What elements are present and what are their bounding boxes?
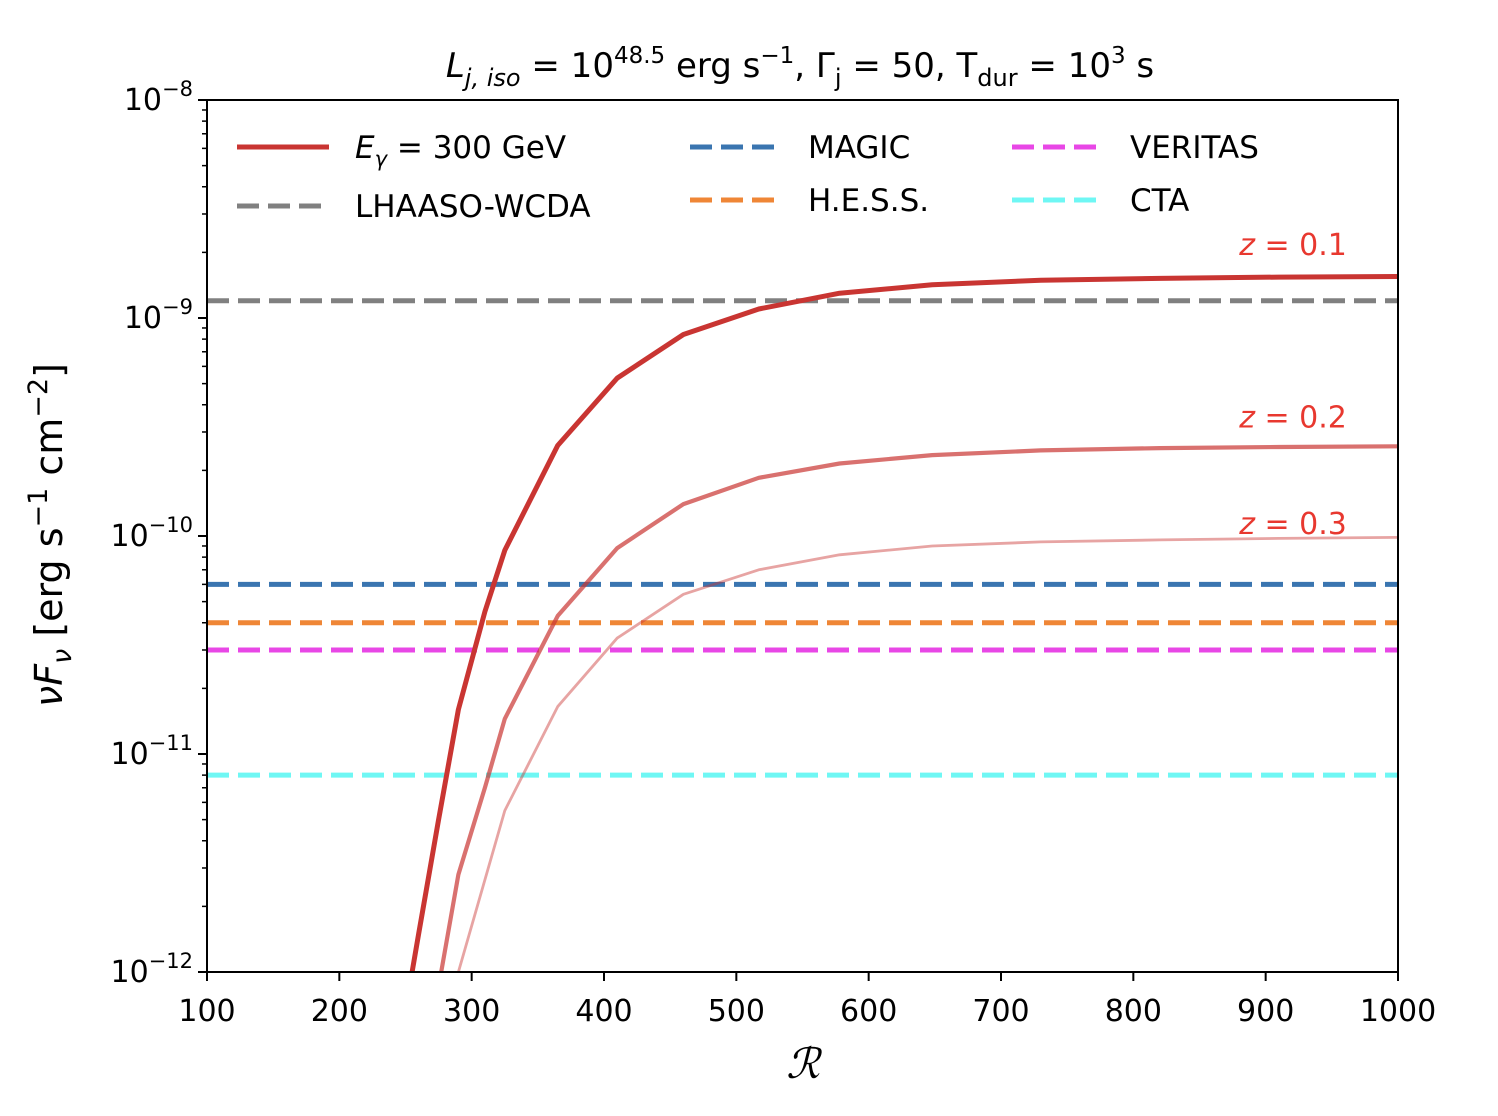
x-tick-label: 500	[708, 994, 765, 1029]
x-tick-label: 800	[1105, 994, 1162, 1029]
legend-label: H.E.S.S.	[808, 183, 929, 219]
axes: 100 200 300 400 500 600 700 800 900 1000 10−8 10−9 1…	[110, 77, 1436, 1029]
chart-title: Lj, iso = 1048.5 erg s−1, Γj = 50, Tdur …	[446, 43, 1154, 92]
x-tick-label: 600	[840, 994, 897, 1029]
series-line-3	[457, 536, 1398, 972]
y-tick-label: 10−9	[124, 295, 193, 336]
x-tick-label: 200	[311, 994, 368, 1029]
y-tick-label: 10−8	[124, 77, 193, 118]
legend-label: Eγ = 300 GeV	[355, 130, 566, 171]
legend-label: VERITAS	[1130, 130, 1259, 166]
y-tick-label: 10−11	[110, 731, 193, 772]
x-tick-label: 700	[972, 994, 1029, 1029]
x-tick-label: 300	[443, 994, 500, 1029]
legend-label: CTA	[1130, 183, 1189, 219]
x-tick-label: 400	[575, 994, 632, 1029]
x-tick-label: 1000	[1360, 994, 1436, 1029]
series-line-1	[409, 274, 1398, 972]
sensitivity-lines	[207, 298, 1398, 778]
legend: Eγ = 300 GeV LHAASO-WCDA MAGIC H.E.S.S. VERI…	[237, 130, 1259, 225]
x-tick-label: 100	[178, 994, 235, 1029]
x-axis-label: ℛ	[786, 1039, 822, 1088]
y-tick-label: 10−12	[110, 949, 193, 990]
legend-label: MAGIC	[808, 130, 910, 166]
annotation-z-1: z = 0.1	[1238, 228, 1347, 263]
redshift-annotations: z = 0.1 z = 0.2 z = 0.3	[1238, 228, 1347, 542]
annotation-z-3: z = 0.3	[1238, 507, 1347, 542]
series-line-2	[439, 444, 1398, 972]
plot-frame	[206, 99, 1399, 973]
flux-curves	[409, 274, 1398, 972]
y-tick-label: 10−10	[110, 513, 193, 554]
annotation-z-2: z = 0.2	[1238, 400, 1347, 435]
legend-label: LHAASO-WCDA	[355, 189, 591, 225]
y-axis-label: νFν [erg s−1 cm−2]	[23, 363, 78, 707]
x-tick-label: 900	[1237, 994, 1294, 1029]
